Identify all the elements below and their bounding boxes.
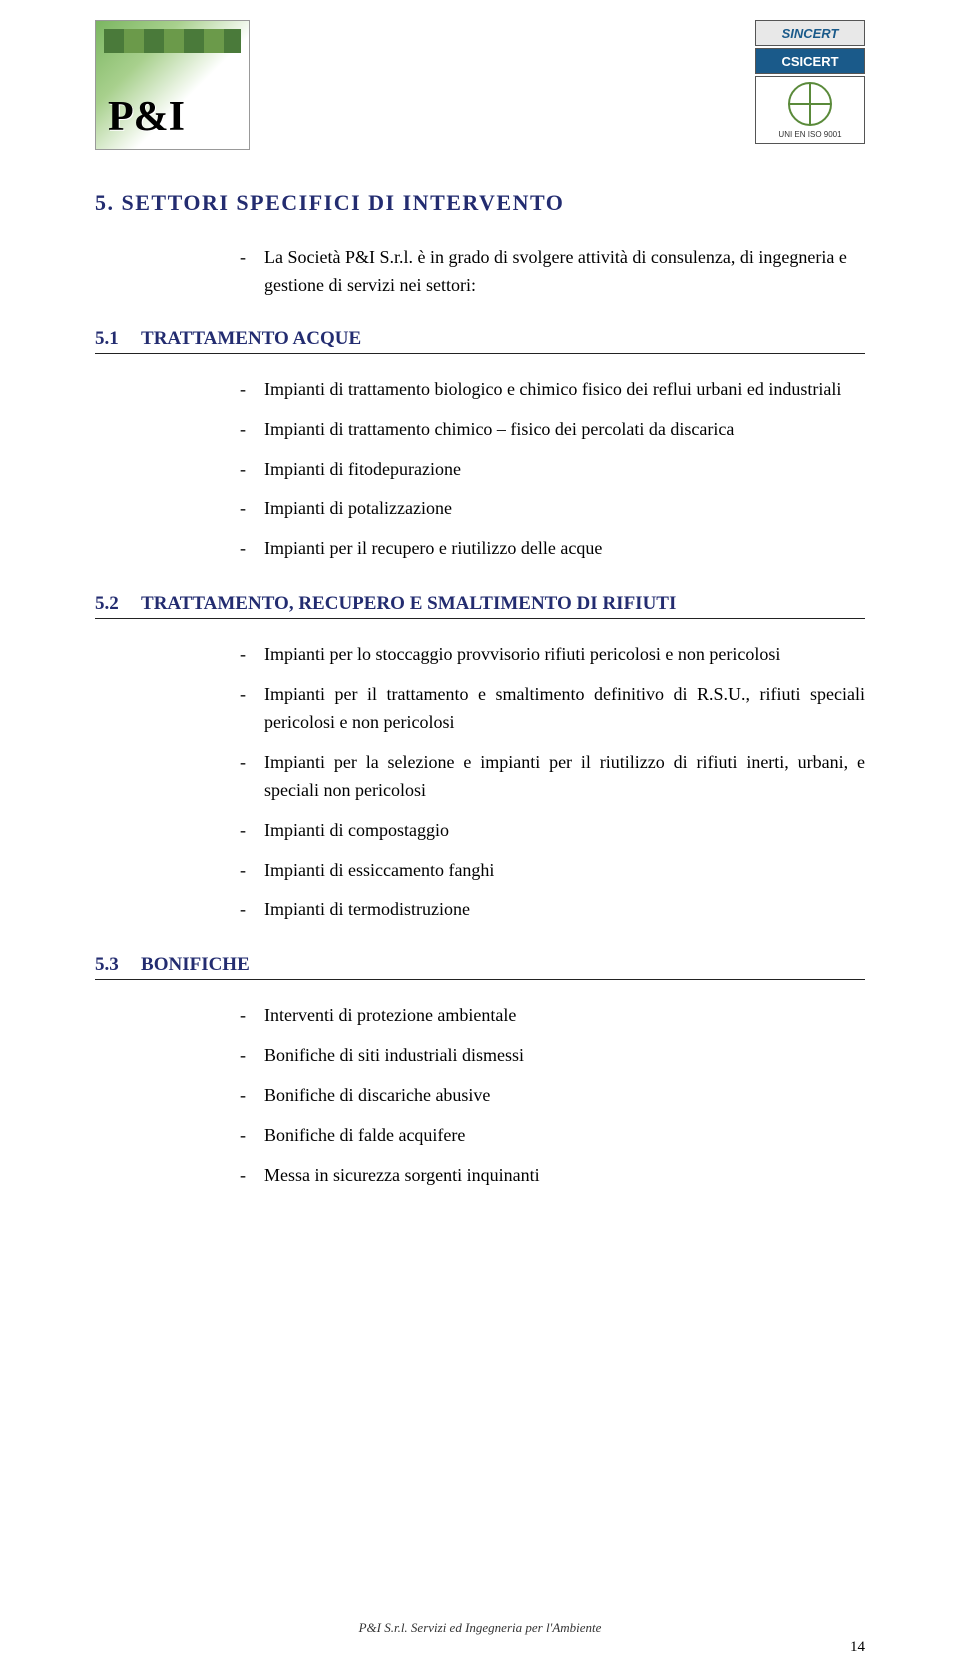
page-number: 14 bbox=[850, 1639, 865, 1656]
list-item: -Messa in sicurezza sorgenti inquinanti bbox=[240, 1162, 865, 1190]
list-item: -Impianti di trattamento chimico – fisic… bbox=[240, 416, 865, 444]
iso-circle-icon bbox=[788, 82, 832, 126]
page-title: 5. SETTORI SPECIFICI DI INTERVENTO bbox=[95, 190, 865, 216]
section-label: TRATTAMENTO ACQUE bbox=[141, 328, 361, 350]
page-header: P&I SINCERT CSICERT UNI EN ISO 9001 bbox=[95, 20, 865, 150]
section-number: 5.2 bbox=[95, 593, 123, 615]
list-item: -Bonifiche di discariche abusive bbox=[240, 1082, 865, 1110]
intro-paragraph: - La Società P&I S.r.l. è in grado di sv… bbox=[240, 244, 865, 300]
badge-csicert: CSICERT bbox=[755, 48, 865, 74]
section-number: 5.1 bbox=[95, 328, 123, 350]
section-heading-5-1: 5.1 TRATTAMENTO ACQUE bbox=[95, 328, 865, 354]
list-item: -Impianti per il trattamento e smaltimen… bbox=[240, 681, 865, 737]
iso-label: UNI EN ISO 9001 bbox=[778, 130, 841, 139]
section-5-1-list: -Impianti di trattamento biologico e chi… bbox=[240, 376, 865, 563]
list-item: -Impianti per lo stoccaggio provvisorio … bbox=[240, 641, 865, 669]
intro-text: La Società P&I S.r.l. è in grado di svol… bbox=[264, 244, 865, 300]
bullet-dash: - bbox=[240, 244, 246, 300]
section-label: TRATTAMENTO, RECUPERO E SMALTIMENTO DI R… bbox=[141, 593, 676, 615]
list-item: -Impianti di essiccamento fanghi bbox=[240, 857, 865, 885]
section-5-2-list: -Impianti per lo stoccaggio provvisorio … bbox=[240, 641, 865, 924]
list-item: -Impianti per il recupero e riutilizzo d… bbox=[240, 535, 865, 563]
badge-iso: UNI EN ISO 9001 bbox=[755, 76, 865, 144]
page-footer: P&I S.r.l. Servizi ed Ingegneria per l'A… bbox=[0, 1620, 960, 1636]
section-heading-5-2: 5.2 TRATTAMENTO, RECUPERO E SMALTIMENTO … bbox=[95, 593, 865, 619]
section-number: 5.3 bbox=[95, 954, 123, 976]
list-item: -Impianti di potalizzazione bbox=[240, 495, 865, 523]
list-item: -Impianti per la selezione e impianti pe… bbox=[240, 749, 865, 805]
list-item: -Impianti di termodistruzione bbox=[240, 896, 865, 924]
section-heading-5-3: 5.3 BONIFICHE bbox=[95, 954, 865, 980]
list-item: -Bonifiche di siti industriali dismessi bbox=[240, 1042, 865, 1070]
list-item: -Interventi di protezione ambientale bbox=[240, 1002, 865, 1030]
section-label: BONIFICHE bbox=[141, 954, 250, 976]
logo-company: P&I bbox=[95, 20, 250, 150]
section-5-3-list: -Interventi di protezione ambientale -Bo… bbox=[240, 1002, 865, 1189]
list-item: -Bonifiche di falde acquifere bbox=[240, 1122, 865, 1150]
list-item: -Impianti di fitodepurazione bbox=[240, 456, 865, 484]
logo-company-text: P&I bbox=[108, 93, 185, 141]
list-item: -Impianti di compostaggio bbox=[240, 817, 865, 845]
badge-sincert: SINCERT bbox=[755, 20, 865, 46]
certification-badges: SINCERT CSICERT UNI EN ISO 9001 bbox=[755, 20, 865, 144]
list-item: -Impianti di trattamento biologico e chi… bbox=[240, 376, 865, 404]
